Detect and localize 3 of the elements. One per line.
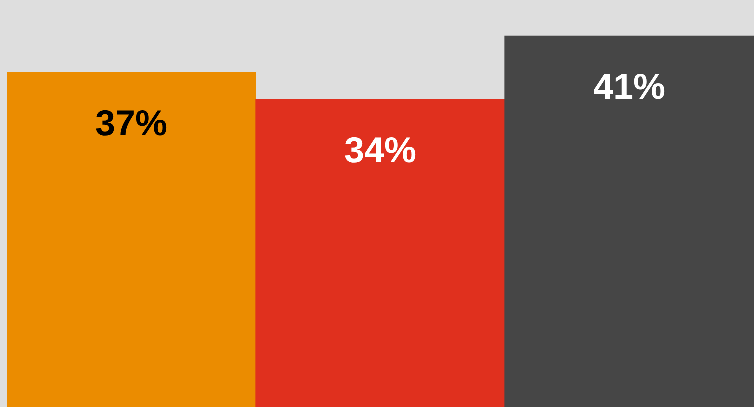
data-label: 37% — [95, 102, 168, 144]
data-label: 34% — [344, 129, 417, 170]
data-label: 41% — [593, 66, 666, 108]
